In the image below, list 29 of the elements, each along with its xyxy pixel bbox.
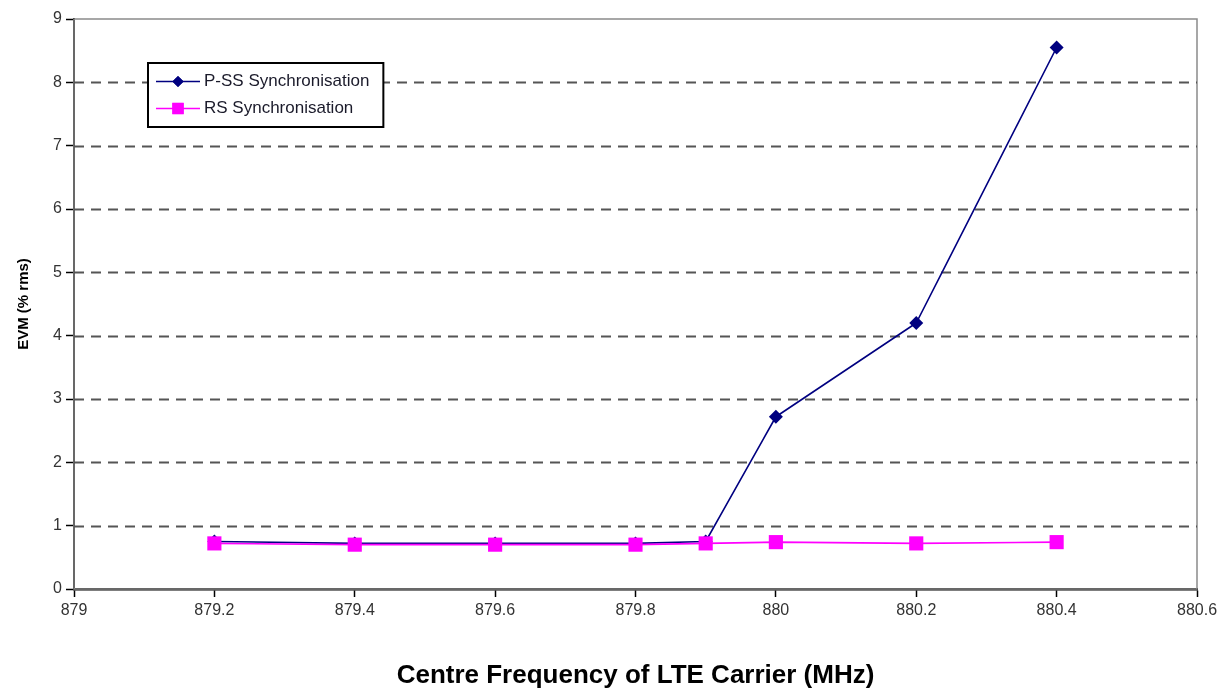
x-tick-label: 879.6 [475, 601, 516, 619]
x-tick-label: 879.2 [194, 601, 235, 619]
x-axis-title: Centre Frequency of LTE Carrier (MHz) [396, 658, 875, 689]
y-tick-label: 2 [53, 452, 63, 470]
x-tick-label: 880.6 [1176, 601, 1218, 619]
y-tick-label: 7 [53, 136, 63, 154]
x-tick-label: 879 [60, 601, 88, 619]
point [768, 535, 783, 550]
x-tick-label: 879.8 [615, 601, 656, 619]
y-tick-label: 4 [53, 326, 63, 344]
point [768, 409, 783, 424]
y-axis-title: EVM (% rms) [14, 258, 32, 350]
x-tick-label: 880.4 [1036, 601, 1077, 619]
legend-label: P-SS Synchronisation [204, 71, 370, 91]
x-tick-label: 880.2 [896, 601, 937, 619]
point [909, 316, 924, 330]
y-tick-label: 9 [53, 9, 63, 27]
y-tick-label: 3 [53, 389, 63, 407]
point [909, 536, 924, 551]
point [1049, 40, 1064, 55]
y-tick-label: 6 [53, 199, 63, 217]
y-tick-label: 0 [53, 579, 63, 597]
legend-label: RS Synchronisation [204, 98, 354, 118]
y-tick-label: 8 [53, 72, 63, 90]
y-tick-label: 1 [53, 516, 63, 534]
point [1049, 535, 1064, 550]
x-tick-label: 880 [762, 601, 790, 619]
x-tick-label: 879.4 [334, 601, 375, 619]
y-tick-label: 5 [53, 262, 63, 280]
